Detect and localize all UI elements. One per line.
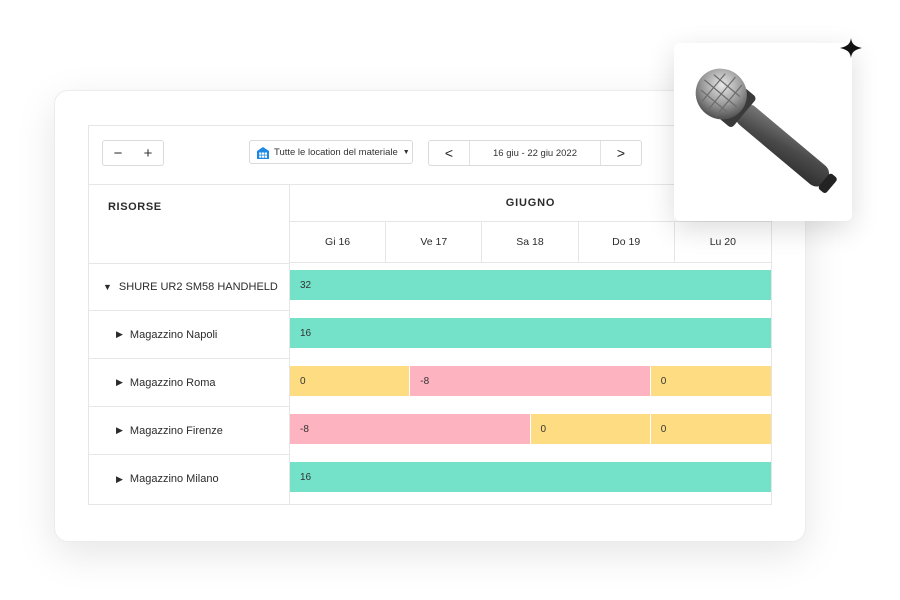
resource-preview-popup [674,43,852,221]
resource-label: Magazzino Napoli [129,328,218,341]
resource-label: Magazzino Firenze [129,424,223,437]
availability-bar-zero[interactable]: 0 [650,414,771,444]
location-filter-label: Tutte le location del materiale [274,146,398,158]
date-navigator: < 16 giu - 22 giu 2022 > [428,140,642,166]
day-header: Do 19 [579,222,675,262]
resource-row-napoli[interactable]: ▶ Magazzino Napoli [89,311,289,359]
expand-triangle-icon[interactable]: ▶ [116,329,123,339]
resources-column: RISORSE ▼ SHURE UR2 SM58 HANDHELD ▶ Maga… [89,184,290,505]
microphone-icon [695,68,837,193]
resource-label: Magazzino Milano [129,473,219,485]
zoom-control: − + [102,140,164,166]
date-range[interactable]: 16 giu - 22 giu 2022 [469,141,601,165]
resource-row-milano[interactable]: ▶ Magazzino Milano [89,455,289,503]
availability-bar-zero[interactable]: 0 [290,366,410,396]
expand-triangle-icon[interactable]: ▶ [116,473,123,484]
day-headers: Gi 16 Ve 17 Sa 18 Do 19 Lu 20 [290,222,771,263]
expand-triangle-icon[interactable]: ▶ [116,425,123,435]
availability-bar-available[interactable]: 32 [290,270,771,300]
resource-row-shure[interactable]: ▼ SHURE UR2 SM58 HANDHELD [89,263,289,311]
day-header: Lu 20 [709,236,736,248]
resource-label: SHURE UR2 SM58 HANDHELD [118,280,278,293]
caret-down-icon: ▼ [402,148,410,156]
prev-week-button[interactable]: < [444,145,454,161]
expand-triangle-icon[interactable]: ▶ [116,377,123,387]
collapse-triangle-icon[interactable]: ▼ [103,281,112,292]
resource-row-roma[interactable]: ▶ Magazzino Roma [89,359,289,407]
resources-header: RISORSE [89,185,289,264]
next-week-button[interactable]: > [616,145,626,161]
zoom-in-button[interactable]: + [143,144,153,162]
location-filter-dropdown[interactable]: Tutte le location del materiale ▼ [249,140,413,164]
toolbar: − + Tutte le location del materiale ▼ < … [89,126,771,184]
resources-header-label: RISORSE [108,201,162,213]
availability-planner: − + Tutte le location del materiale ▼ < … [88,125,772,505]
availability-bar-zero[interactable]: 0 [530,414,650,444]
warehouse-icon [257,146,269,159]
zoom-out-button[interactable]: − [113,144,123,162]
availability-bar-zero[interactable]: 0 [650,366,771,396]
availability-bar-shortage[interactable]: -8 [410,366,650,396]
availability-bar-shortage[interactable]: -8 [290,414,530,444]
resource-label: Magazzino Roma [129,376,216,389]
sparkle-cursor-icon [840,38,862,58]
month-header: GIUGNO [290,184,771,222]
day-header: Sa 18 [482,222,579,262]
availability-bar-available[interactable]: 16 [290,462,771,492]
day-header: Gi 16 [290,222,387,262]
availability-bar-available[interactable]: 16 [290,318,771,348]
resource-row-firenze[interactable]: ▶ Magazzino Firenze [89,407,289,455]
day-header: Ve 17 [386,222,483,262]
